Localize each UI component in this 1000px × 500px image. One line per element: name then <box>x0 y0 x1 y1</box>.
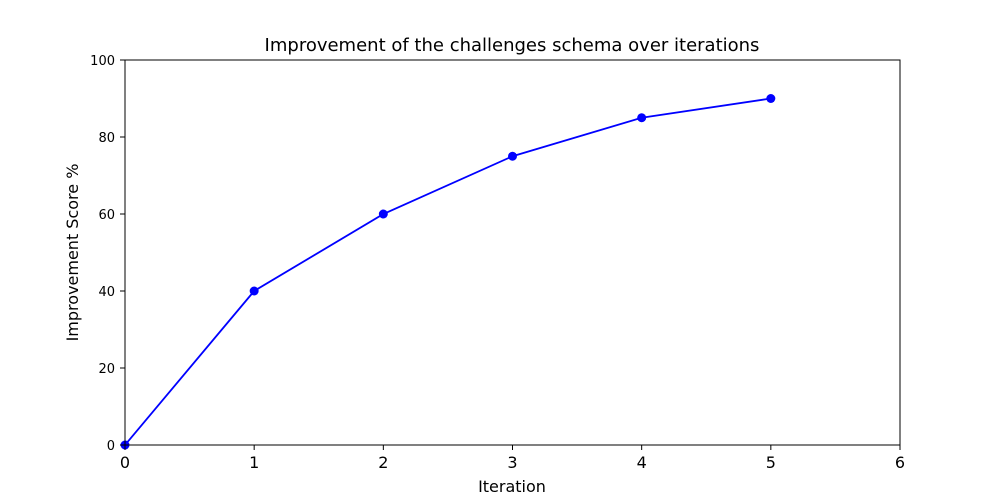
data-point <box>508 151 517 161</box>
x-tick-label: 0 <box>120 453 130 472</box>
y-tick-label: 20 <box>98 362 115 377</box>
data-point <box>637 113 647 123</box>
x-tick-label: 3 <box>507 453 517 472</box>
plot-area <box>120 94 776 450</box>
y-tick-label: 60 <box>98 208 115 223</box>
x-axis-label: Iteration <box>478 477 546 496</box>
x-tick-label: 4 <box>637 453 647 472</box>
data-point <box>766 94 776 103</box>
x-tick-label: 1 <box>249 453 259 472</box>
y-axis-label: Improvement Score % <box>63 164 82 342</box>
x-tick-label: 6 <box>895 453 905 472</box>
x-tick-label: 5 <box>766 453 776 472</box>
y-tick-label: 0 <box>107 439 115 454</box>
y-tick-label: 80 <box>98 131 115 146</box>
y-tick-label: 100 <box>90 54 115 69</box>
x-tick-label: 2 <box>378 453 388 472</box>
series-line <box>124 97 771 446</box>
data-point <box>249 286 259 296</box>
y-tick-label: 40 <box>98 285 115 300</box>
x-axis: 0 1 2 3 4 5 6 <box>120 445 905 472</box>
data-point <box>378 209 388 219</box>
y-axis: 0 20 40 60 80 100 <box>90 54 125 454</box>
chart-title: Improvement of the challenges schema ove… <box>265 35 760 56</box>
